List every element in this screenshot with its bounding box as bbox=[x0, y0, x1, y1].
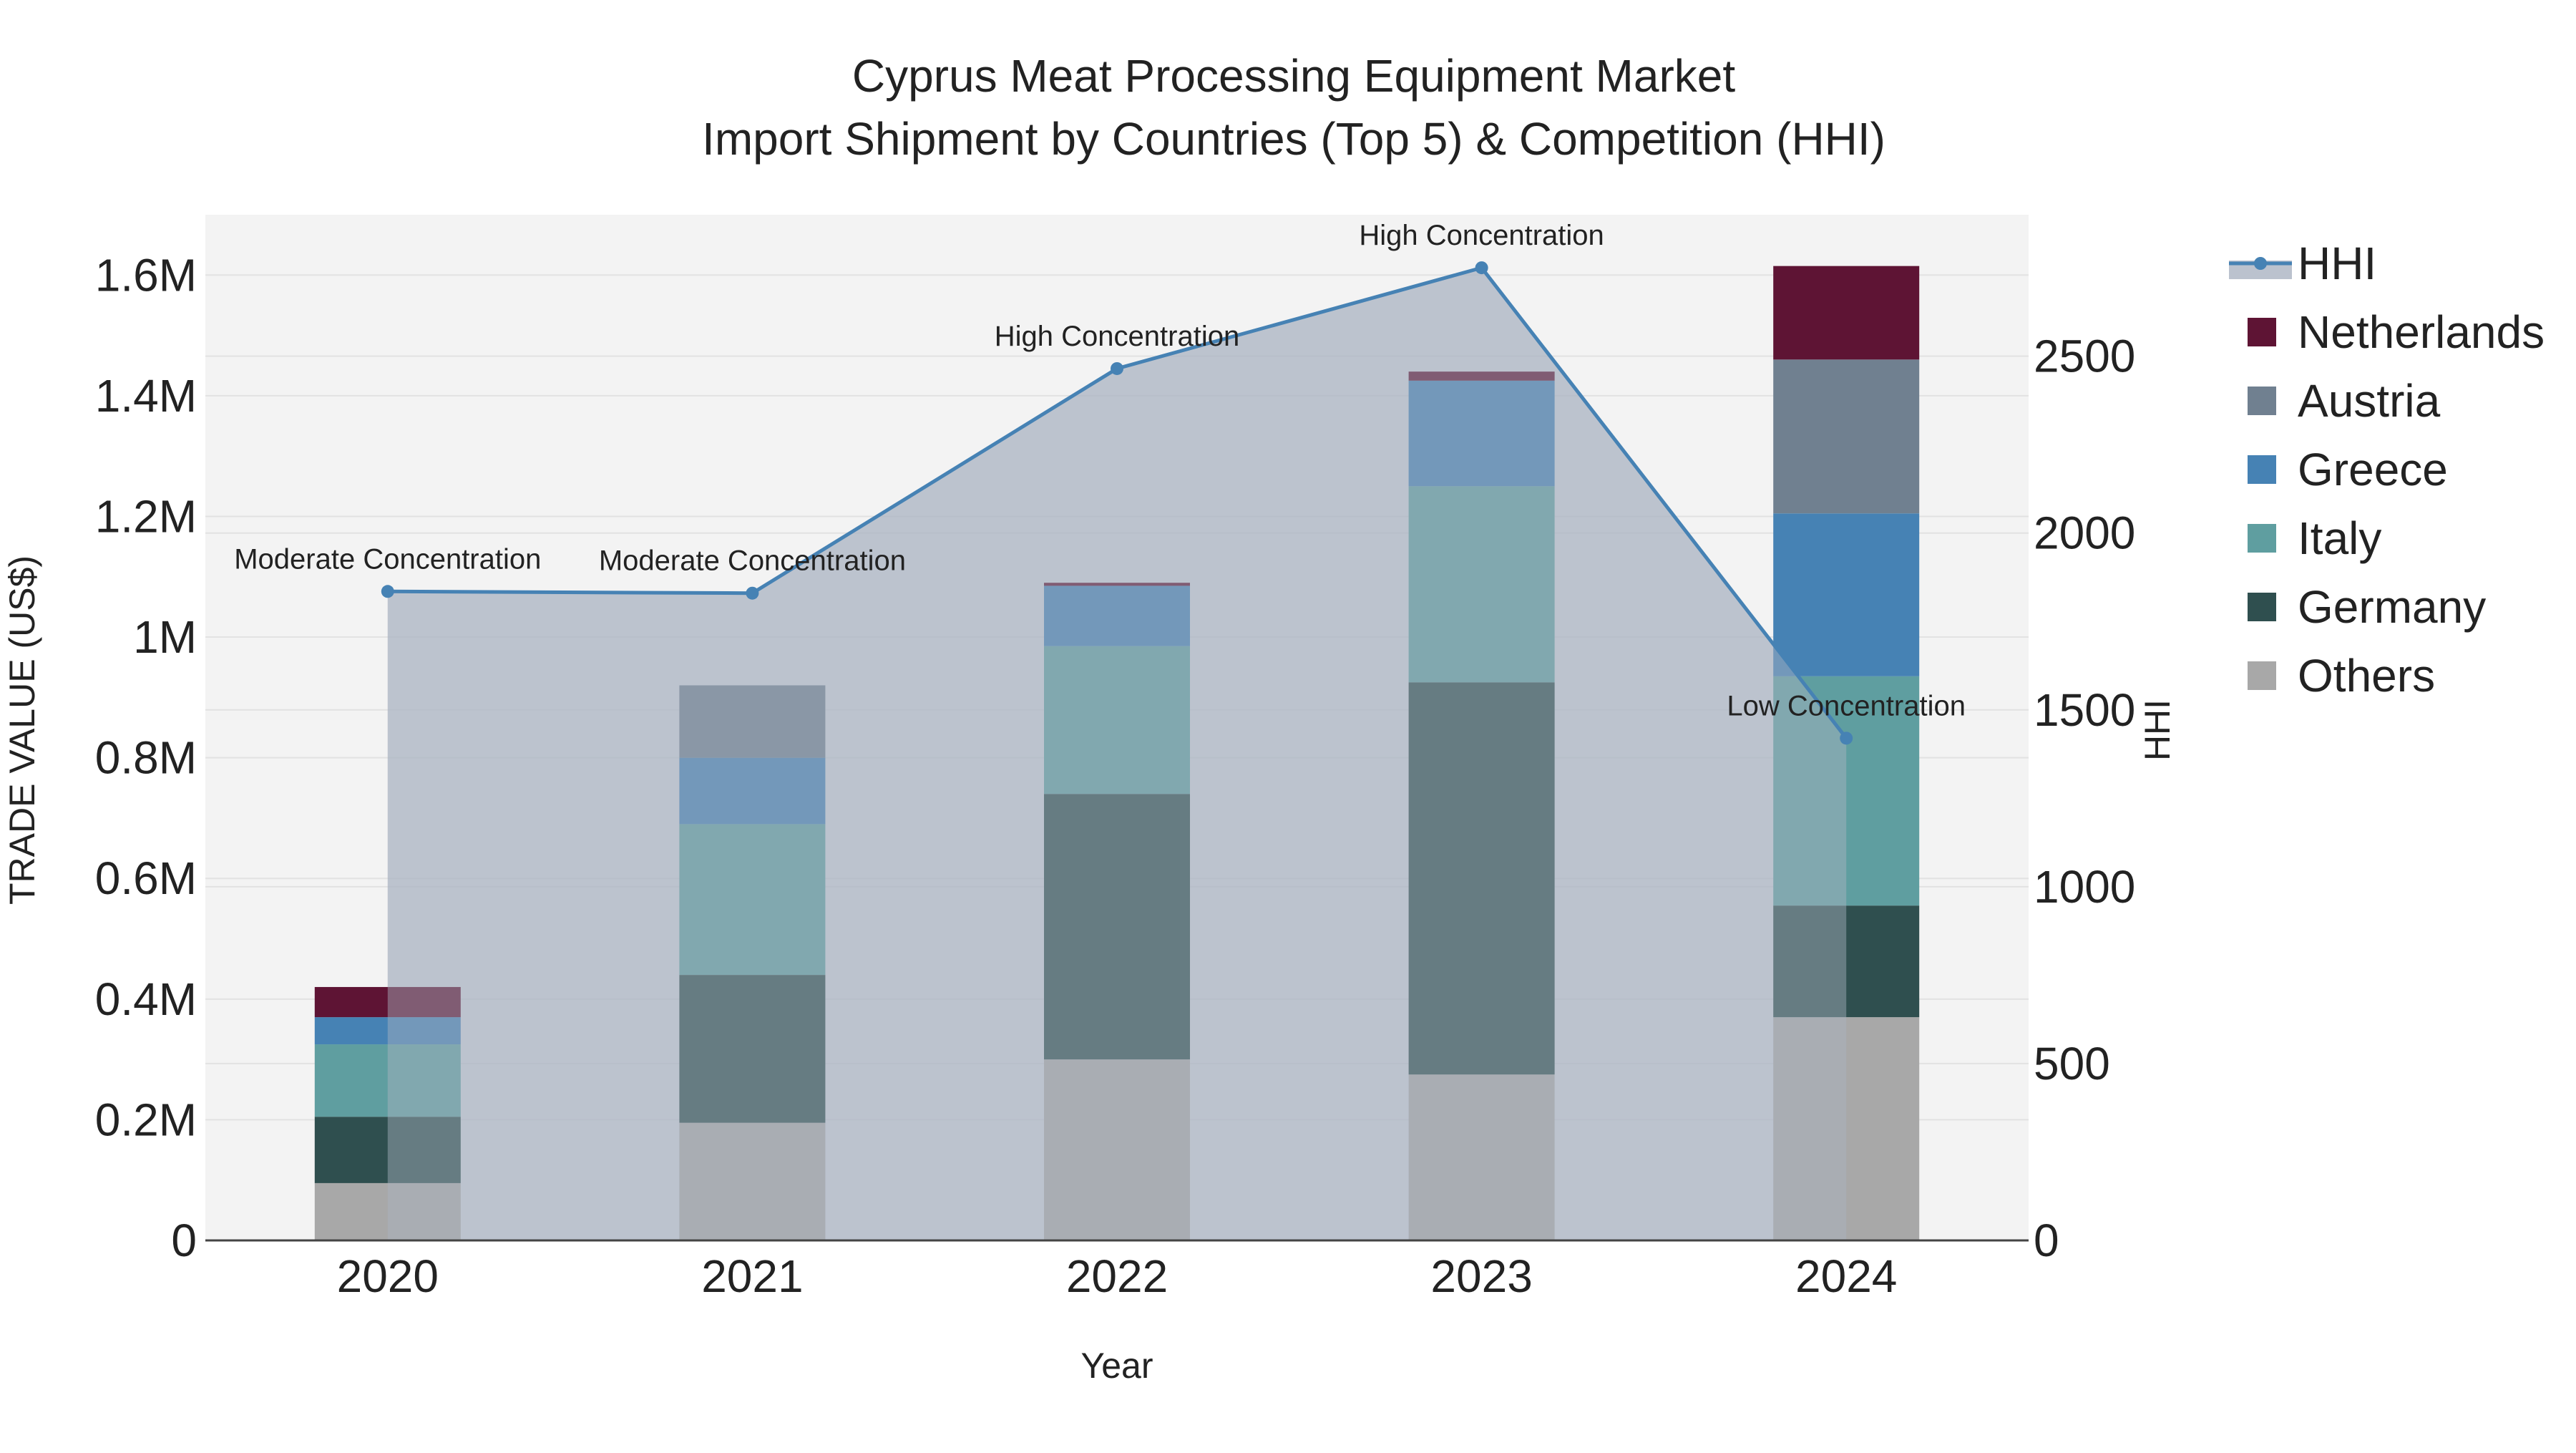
y2-tick-label: 0 bbox=[2034, 1215, 2059, 1266]
x-axis-label: Year bbox=[1080, 1346, 1153, 1386]
legend-swatch-hhi-marker bbox=[2254, 257, 2267, 270]
y2-tick-label: 2000 bbox=[2034, 507, 2135, 559]
legend-swatch-austria bbox=[2248, 387, 2276, 415]
bar-italy-2024 bbox=[1773, 676, 1920, 906]
y2-axis-label: HHI bbox=[2137, 699, 2177, 761]
bar-netherlands-2020 bbox=[314, 986, 461, 1018]
legend-swatch-germany bbox=[2248, 593, 2276, 621]
legend-label-germany: Germany bbox=[2298, 581, 2486, 633]
bar-italy-2021 bbox=[679, 824, 826, 976]
hhi-marker-2020 bbox=[381, 585, 394, 598]
y-tick-label: 0.8M bbox=[95, 732, 197, 784]
legend-swatch-italy bbox=[2248, 524, 2276, 553]
bar-netherlands-2024 bbox=[1773, 266, 1920, 360]
hhi-area-overlay bbox=[387, 268, 1847, 1240]
hhi-annotations: Moderate Concentration Moderate Concentra… bbox=[234, 220, 1966, 721]
legend-label-greece: Greece bbox=[2298, 444, 2448, 495]
y-tick-label: 0.4M bbox=[95, 973, 197, 1025]
y-tick-label: 1.6M bbox=[95, 249, 197, 301]
bar-netherlands-2022 bbox=[1044, 583, 1190, 586]
hhi-marker-2024 bbox=[1840, 732, 1853, 745]
x-tick-label: 2021 bbox=[701, 1250, 803, 1302]
bar-others-2020 bbox=[314, 1182, 461, 1240]
y2-tick-label: 500 bbox=[2034, 1038, 2110, 1089]
bar-others-2022 bbox=[1044, 1059, 1190, 1240]
y-tick-label: 0 bbox=[171, 1215, 197, 1266]
legend-swatch-others bbox=[2248, 661, 2276, 690]
hhi-marker-2021 bbox=[746, 586, 759, 600]
bar-greece-2024 bbox=[1773, 513, 1920, 676]
bar-germany-2023 bbox=[1408, 682, 1555, 1075]
y2-tick-label: 1500 bbox=[2034, 684, 2135, 736]
hhi-annotation-2024: Low Concentration bbox=[1727, 690, 1966, 721]
x-tick-label: 2023 bbox=[1430, 1250, 1532, 1302]
bar-italy-2020 bbox=[314, 1044, 461, 1117]
y-tick-label: 1.4M bbox=[95, 370, 197, 422]
legend-label-italy: Italy bbox=[2298, 512, 2381, 564]
x-axis-ticks: 2020 2021 2022 2023 2024 bbox=[337, 1250, 1898, 1302]
x-tick-label: 2020 bbox=[337, 1250, 439, 1302]
legend-label-netherlands: Netherlands bbox=[2298, 306, 2545, 358]
bar-austria-2024 bbox=[1773, 359, 1920, 514]
bar-netherlands-2023 bbox=[1408, 371, 1555, 381]
y-tick-label: 0.6M bbox=[95, 852, 197, 904]
bars bbox=[314, 266, 1920, 1240]
x-tick-label: 2024 bbox=[1795, 1250, 1897, 1302]
legend-swatch-greece bbox=[2248, 455, 2276, 484]
bar-greece-2021 bbox=[679, 757, 826, 825]
hhi-line-layer bbox=[381, 261, 1853, 745]
legend: HHI Netherlands Austria Greece Italy Germany O… bbox=[2229, 238, 2545, 701]
hhi-annotation-2023: High Concentration bbox=[1359, 220, 1604, 251]
y-axis-ticks: 0 0.2M 0.4M 0.6M 0.8M 1M 1.2M 1.4M 1.6M bbox=[95, 249, 197, 1266]
hhi-annotation-2022: High Concentration bbox=[995, 321, 1239, 352]
bar-others-2024 bbox=[1773, 1017, 1920, 1240]
y2-axis-ticks: 0 500 1000 1500 2000 2500 bbox=[2034, 331, 2135, 1266]
hhi-annotation-2020: Moderate Concentration bbox=[234, 543, 541, 575]
bar-austria-2021 bbox=[679, 685, 826, 758]
y-tick-label: 1M bbox=[133, 611, 197, 663]
y-tick-label: 0.2M bbox=[95, 1094, 197, 1145]
bar-greece-2020 bbox=[314, 1017, 461, 1045]
legend-swatch-netherlands bbox=[2248, 318, 2276, 346]
bar-others-2023 bbox=[1408, 1074, 1555, 1240]
y-axis-label: TRADE VALUE (US$) bbox=[2, 555, 42, 905]
x-tick-label: 2022 bbox=[1066, 1250, 1168, 1302]
chart-title-line1: Cyprus Meat Processing Equipment Market bbox=[852, 50, 1736, 102]
hhi-annotation-2021: Moderate Concentration bbox=[599, 545, 906, 577]
legend-label-hhi: HHI bbox=[2298, 238, 2376, 289]
bar-germany-2020 bbox=[314, 1117, 461, 1183]
bar-germany-2021 bbox=[679, 975, 826, 1123]
legend-label-austria: Austria bbox=[2298, 375, 2441, 427]
y2-tick-label: 2500 bbox=[2034, 331, 2135, 382]
bar-italy-2022 bbox=[1044, 646, 1190, 794]
y2-tick-label: 1000 bbox=[2034, 861, 2135, 913]
hhi-marker-2022 bbox=[1111, 361, 1123, 375]
bar-germany-2024 bbox=[1773, 905, 1920, 1018]
bar-greece-2023 bbox=[1408, 380, 1555, 487]
legend-label-others: Others bbox=[2298, 650, 2435, 701]
bar-italy-2023 bbox=[1408, 486, 1555, 683]
y-tick-label: 1.2M bbox=[95, 490, 197, 542]
chart-title-line2: Import Shipment by Countries (Top 5) & C… bbox=[702, 113, 1885, 165]
bar-greece-2022 bbox=[1044, 585, 1190, 646]
bar-others-2021 bbox=[679, 1122, 826, 1240]
bar-germany-2022 bbox=[1044, 794, 1190, 1060]
hhi-marker-2023 bbox=[1475, 261, 1488, 275]
